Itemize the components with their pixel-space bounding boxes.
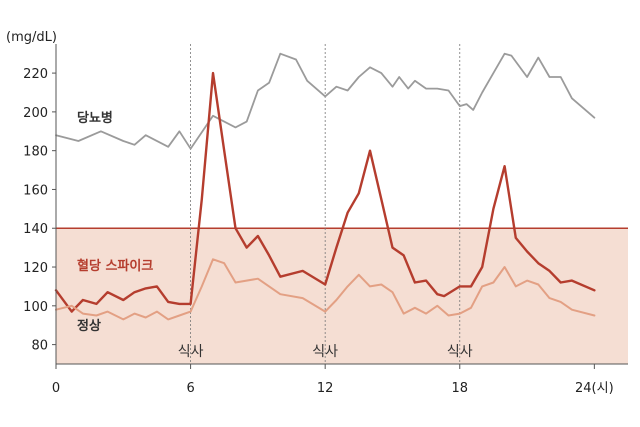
series-label-spike: 혈당 스파이크 xyxy=(77,258,153,274)
x-tick-label-2: 12 xyxy=(317,381,334,396)
y-tick-label-180: 180 xyxy=(23,145,48,160)
y-tick-label-100: 100 xyxy=(23,300,48,315)
series-line-normal xyxy=(55,258,596,321)
y-tick-label-120: 120 xyxy=(23,261,48,276)
series-line-diabetes xyxy=(55,52,596,150)
x-tick-label-1: 6 xyxy=(186,381,194,396)
meal-label-2: 식사 xyxy=(447,344,473,360)
series-line-spike xyxy=(54,71,596,313)
y-tick-label-200: 200 xyxy=(23,106,48,121)
meal-label-0: 식사 xyxy=(178,344,204,360)
below-threshold-band xyxy=(56,228,628,364)
x-tick-label-3: 18 xyxy=(451,381,468,396)
x-tick-label-4: 24(시) xyxy=(575,381,614,396)
series-label-diabetes: 당뇨병 xyxy=(77,110,113,126)
y-tick-label-140: 140 xyxy=(23,222,48,237)
y-axis-unit: (mg/dL) xyxy=(6,30,57,45)
x-tick-label-0: 0 xyxy=(52,381,60,396)
y-tick-label-220: 220 xyxy=(23,67,48,82)
series-label-normal: 정상 xyxy=(77,318,101,334)
y-tick-label-80: 80 xyxy=(31,339,48,354)
y-tick-label-160: 160 xyxy=(23,183,48,198)
meal-label-1: 식사 xyxy=(312,344,338,360)
